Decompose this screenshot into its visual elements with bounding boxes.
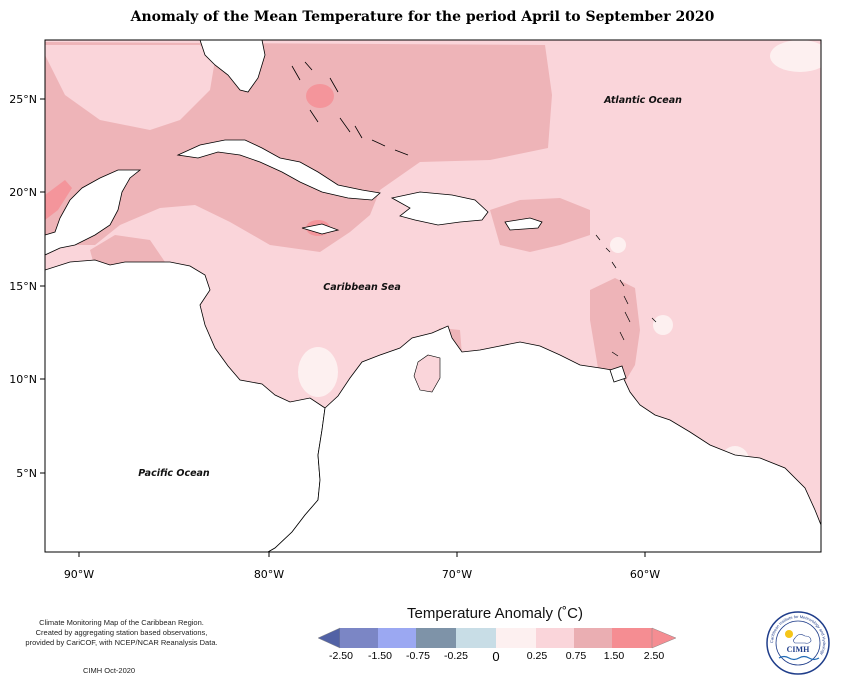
lon-label-60w: 60°W xyxy=(630,568,660,581)
legend-tick-label: 0.25 xyxy=(527,650,548,662)
legend-arrow-high xyxy=(651,627,677,649)
label-caribbean-sea: Caribbean Sea xyxy=(323,282,401,293)
legend-tick-label: -0.25 xyxy=(444,650,468,662)
legend-swatch-6 xyxy=(536,628,574,648)
credit-line: Climate Monitoring Map of the Caribbean … xyxy=(39,618,204,627)
lat-label-10n: 10°N xyxy=(9,373,37,386)
lat-axis xyxy=(40,98,45,474)
logo-text: CIMH xyxy=(787,645,810,654)
legend-tick-label: 1.50 xyxy=(604,650,625,662)
cimh-logo: CIMH Caribbean Institute for Meteorology… xyxy=(766,611,830,675)
legend-tick-label: -2.50 xyxy=(329,650,353,662)
legend-swatch-7 xyxy=(574,628,612,648)
land-bahamas xyxy=(291,61,409,156)
legend-colorbar xyxy=(317,627,677,649)
label-pacific-ocean: Pacific Ocean xyxy=(138,468,210,479)
legend-tick-label: -1.50 xyxy=(368,650,392,662)
legend-swatch-5 xyxy=(496,628,536,648)
legend-tick-label: -0.75 xyxy=(406,650,430,662)
credit-text: Climate Monitoring Map of the Caribbean … xyxy=(14,618,229,648)
land-hispaniola xyxy=(390,191,489,226)
legend-ticks: -2.50 -1.50 -0.75 -0.25 0 0.25 0.75 1.50… xyxy=(329,649,664,664)
legend-swatch-3 xyxy=(416,628,456,648)
sun-icon xyxy=(785,630,793,638)
land-trinidad xyxy=(609,365,627,383)
land-venezuela-inset xyxy=(413,354,441,393)
anomaly-patch-central xyxy=(298,347,338,397)
anomaly-zone-lesser-antilles xyxy=(590,278,640,390)
wave-icon xyxy=(778,655,820,661)
legend-swatch-1 xyxy=(340,628,378,648)
label-atlantic-ocean: Atlantic Ocean xyxy=(603,95,682,106)
lon-label-80w: 80°W xyxy=(254,568,284,581)
legend-arrow-low xyxy=(317,627,341,649)
cloud-icon xyxy=(793,634,812,644)
lon-axis xyxy=(78,552,646,557)
anomaly-spot-bahamas xyxy=(306,84,334,108)
map-frame xyxy=(44,39,822,553)
legend-swatch-8 xyxy=(612,628,652,648)
anomaly-patch-atlantic xyxy=(770,40,821,72)
map-area xyxy=(45,40,821,552)
lon-label-90w: 90°W xyxy=(64,568,94,581)
legend-tick-label: 0 xyxy=(492,649,499,664)
lat-label-25n: 25°N xyxy=(9,93,37,106)
lat-label-15n: 15°N xyxy=(9,280,37,293)
lat-label-20n: 20°N xyxy=(9,186,37,199)
land-jamaica xyxy=(301,223,340,235)
credit-line: Created by aggregating station based obs… xyxy=(35,628,208,637)
anomaly-zone-gom-light xyxy=(45,45,215,130)
anomaly-spot-mexico xyxy=(45,180,72,220)
land-puertorico xyxy=(504,217,543,231)
land-florida xyxy=(199,40,266,93)
anomaly-patch-antigua xyxy=(610,237,626,253)
lat-label-5n: 5°N xyxy=(16,467,37,480)
anomaly-patch-barbados xyxy=(653,315,673,335)
credit-date: CIMH Oct-2020 xyxy=(83,666,136,675)
land-south-america xyxy=(267,325,821,552)
legend-tick-label: 0.75 xyxy=(566,650,587,662)
legend-tick-label: 2.50 xyxy=(644,650,665,662)
map-title: Anomaly of the Mean Temperature for the … xyxy=(130,9,715,25)
lon-label-70w: 70°W xyxy=(442,568,472,581)
legend-swatch-4 xyxy=(456,628,496,648)
legend-swatch-2 xyxy=(378,628,416,648)
land-lesser-antilles xyxy=(595,234,657,357)
legend-title: Temperature Anomaly (˚C) xyxy=(407,605,583,622)
land-cuba xyxy=(176,139,381,201)
credit-line: provided by CariCOF, with NCEP/NCAR Rean… xyxy=(25,638,218,647)
